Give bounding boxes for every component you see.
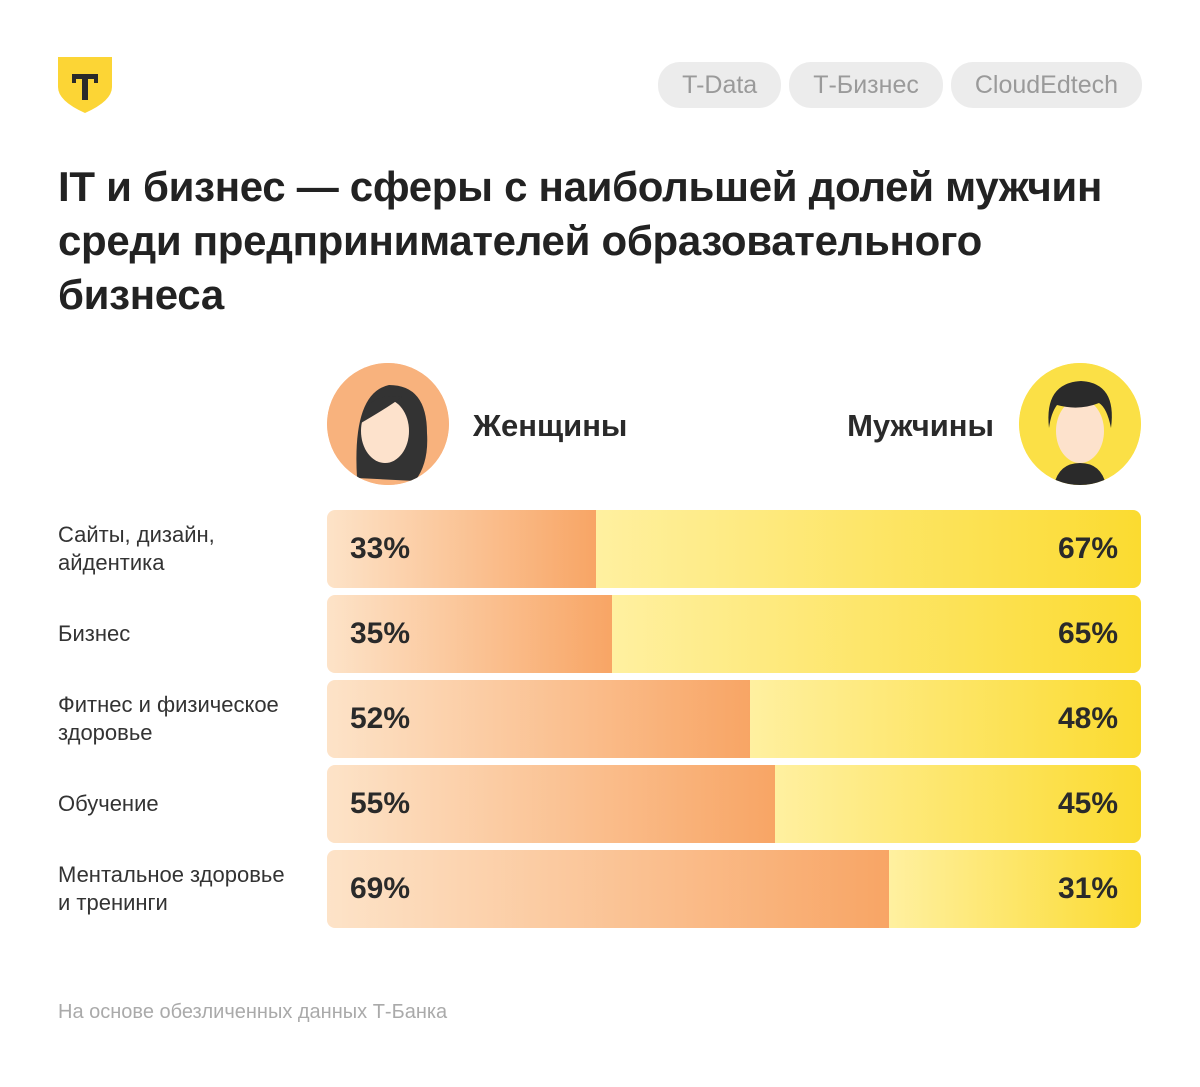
man-avatar <box>1019 363 1141 485</box>
value-label-men: 67% <box>1057 532 1118 565</box>
bar-men <box>750 680 1141 758</box>
bar-men <box>611 595 1141 673</box>
value-label-women: 33% <box>350 532 411 565</box>
bar-women <box>327 595 612 673</box>
bar-row: 55% 45% <box>327 765 1141 843</box>
bar-row: 35% 65% <box>327 595 1141 673</box>
tag-t-data[interactable]: T-Data <box>658 62 782 108</box>
footnote: На основе обезличенных данных Т-Банка <box>58 1001 448 1023</box>
tag-list: T-Data Т-Бизнес CloudEdtech <box>658 62 1142 108</box>
category-label: Сайты, дизайн, айдентика <box>58 522 215 575</box>
tag-cloudedtech[interactable]: CloudEdtech <box>950 62 1142 108</box>
legend-men: Мужчины <box>847 408 994 443</box>
bar-women <box>327 510 596 588</box>
bar-men <box>774 765 1141 843</box>
value-label-men: 31% <box>1057 872 1118 905</box>
category-label: Фитнес и физическое здоровье <box>58 692 279 745</box>
bar-women <box>327 765 775 843</box>
bar-row: 69% 31% <box>327 850 1141 928</box>
legend-women: Женщины <box>473 408 628 443</box>
bar-row: 33% 67% <box>327 510 1141 588</box>
value-label-women: 55% <box>350 787 411 820</box>
page-title: IT и бизнес — сферы с наибольшей долей м… <box>58 163 1103 318</box>
category-label: Ментальное здоровье и тренинги <box>58 862 285 915</box>
bar-women <box>327 850 889 928</box>
value-label-women: 69% <box>350 872 411 905</box>
bar-row: 52% 48% <box>327 680 1141 758</box>
category-label: Бизнес <box>58 621 131 646</box>
bar-women <box>327 680 751 758</box>
value-label-men: 65% <box>1057 617 1118 650</box>
value-label-women: 52% <box>350 702 411 735</box>
category-label: Обучение <box>58 791 159 816</box>
value-label-men: 45% <box>1057 787 1118 820</box>
tag-t-business[interactable]: Т-Бизнес <box>789 62 943 108</box>
bar-men <box>595 510 1141 588</box>
bar-men <box>888 850 1141 928</box>
value-label-women: 35% <box>350 617 411 650</box>
t-bank-logo <box>58 57 112 113</box>
woman-avatar <box>327 363 449 485</box>
value-label-men: 48% <box>1057 702 1118 735</box>
